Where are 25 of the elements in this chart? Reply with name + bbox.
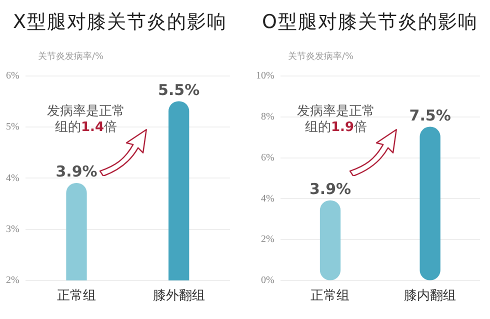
data-label: 5.5% bbox=[158, 80, 200, 99]
y-tick-label: 6% bbox=[6, 70, 20, 82]
data-label: 3.9% bbox=[56, 162, 98, 181]
data-label: 3.9% bbox=[309, 180, 352, 198]
chart-title: O型腿对膝关节炎的影响 bbox=[261, 10, 479, 35]
y-tick-label: 2% bbox=[6, 275, 20, 286]
annotation: 发病率是正常组的1.9倍 bbox=[297, 104, 375, 135]
y-tick-label: 0% bbox=[260, 275, 274, 286]
y-tick-label: 8% bbox=[260, 112, 274, 123]
y-tick-label: 10% bbox=[256, 70, 274, 82]
y-tick-label: 4% bbox=[260, 193, 274, 204]
x-tick-label: 正常组 bbox=[57, 288, 96, 304]
y-axis-title: 关节炎发病率/% bbox=[288, 50, 354, 63]
x-tick-label: 膝内翻组 bbox=[404, 288, 456, 304]
y-tick-label: 4% bbox=[6, 172, 20, 184]
data-label: 7.5% bbox=[409, 106, 451, 124]
y-axis-title: 关节炎发病率/% bbox=[38, 50, 104, 63]
y-tick-label: 5% bbox=[6, 122, 20, 133]
y-tick-label: 2% bbox=[260, 234, 274, 246]
y-tick-label: 3% bbox=[6, 224, 20, 235]
x-tick-label: 膝外翻组 bbox=[152, 288, 205, 304]
y-tick-label: 6% bbox=[260, 152, 274, 164]
annotation: 发病率是正常组的1.4倍 bbox=[47, 104, 125, 135]
chart-title: X型腿对膝关节炎的影响 bbox=[12, 10, 228, 35]
x-tick-label: 正常组 bbox=[310, 288, 350, 304]
